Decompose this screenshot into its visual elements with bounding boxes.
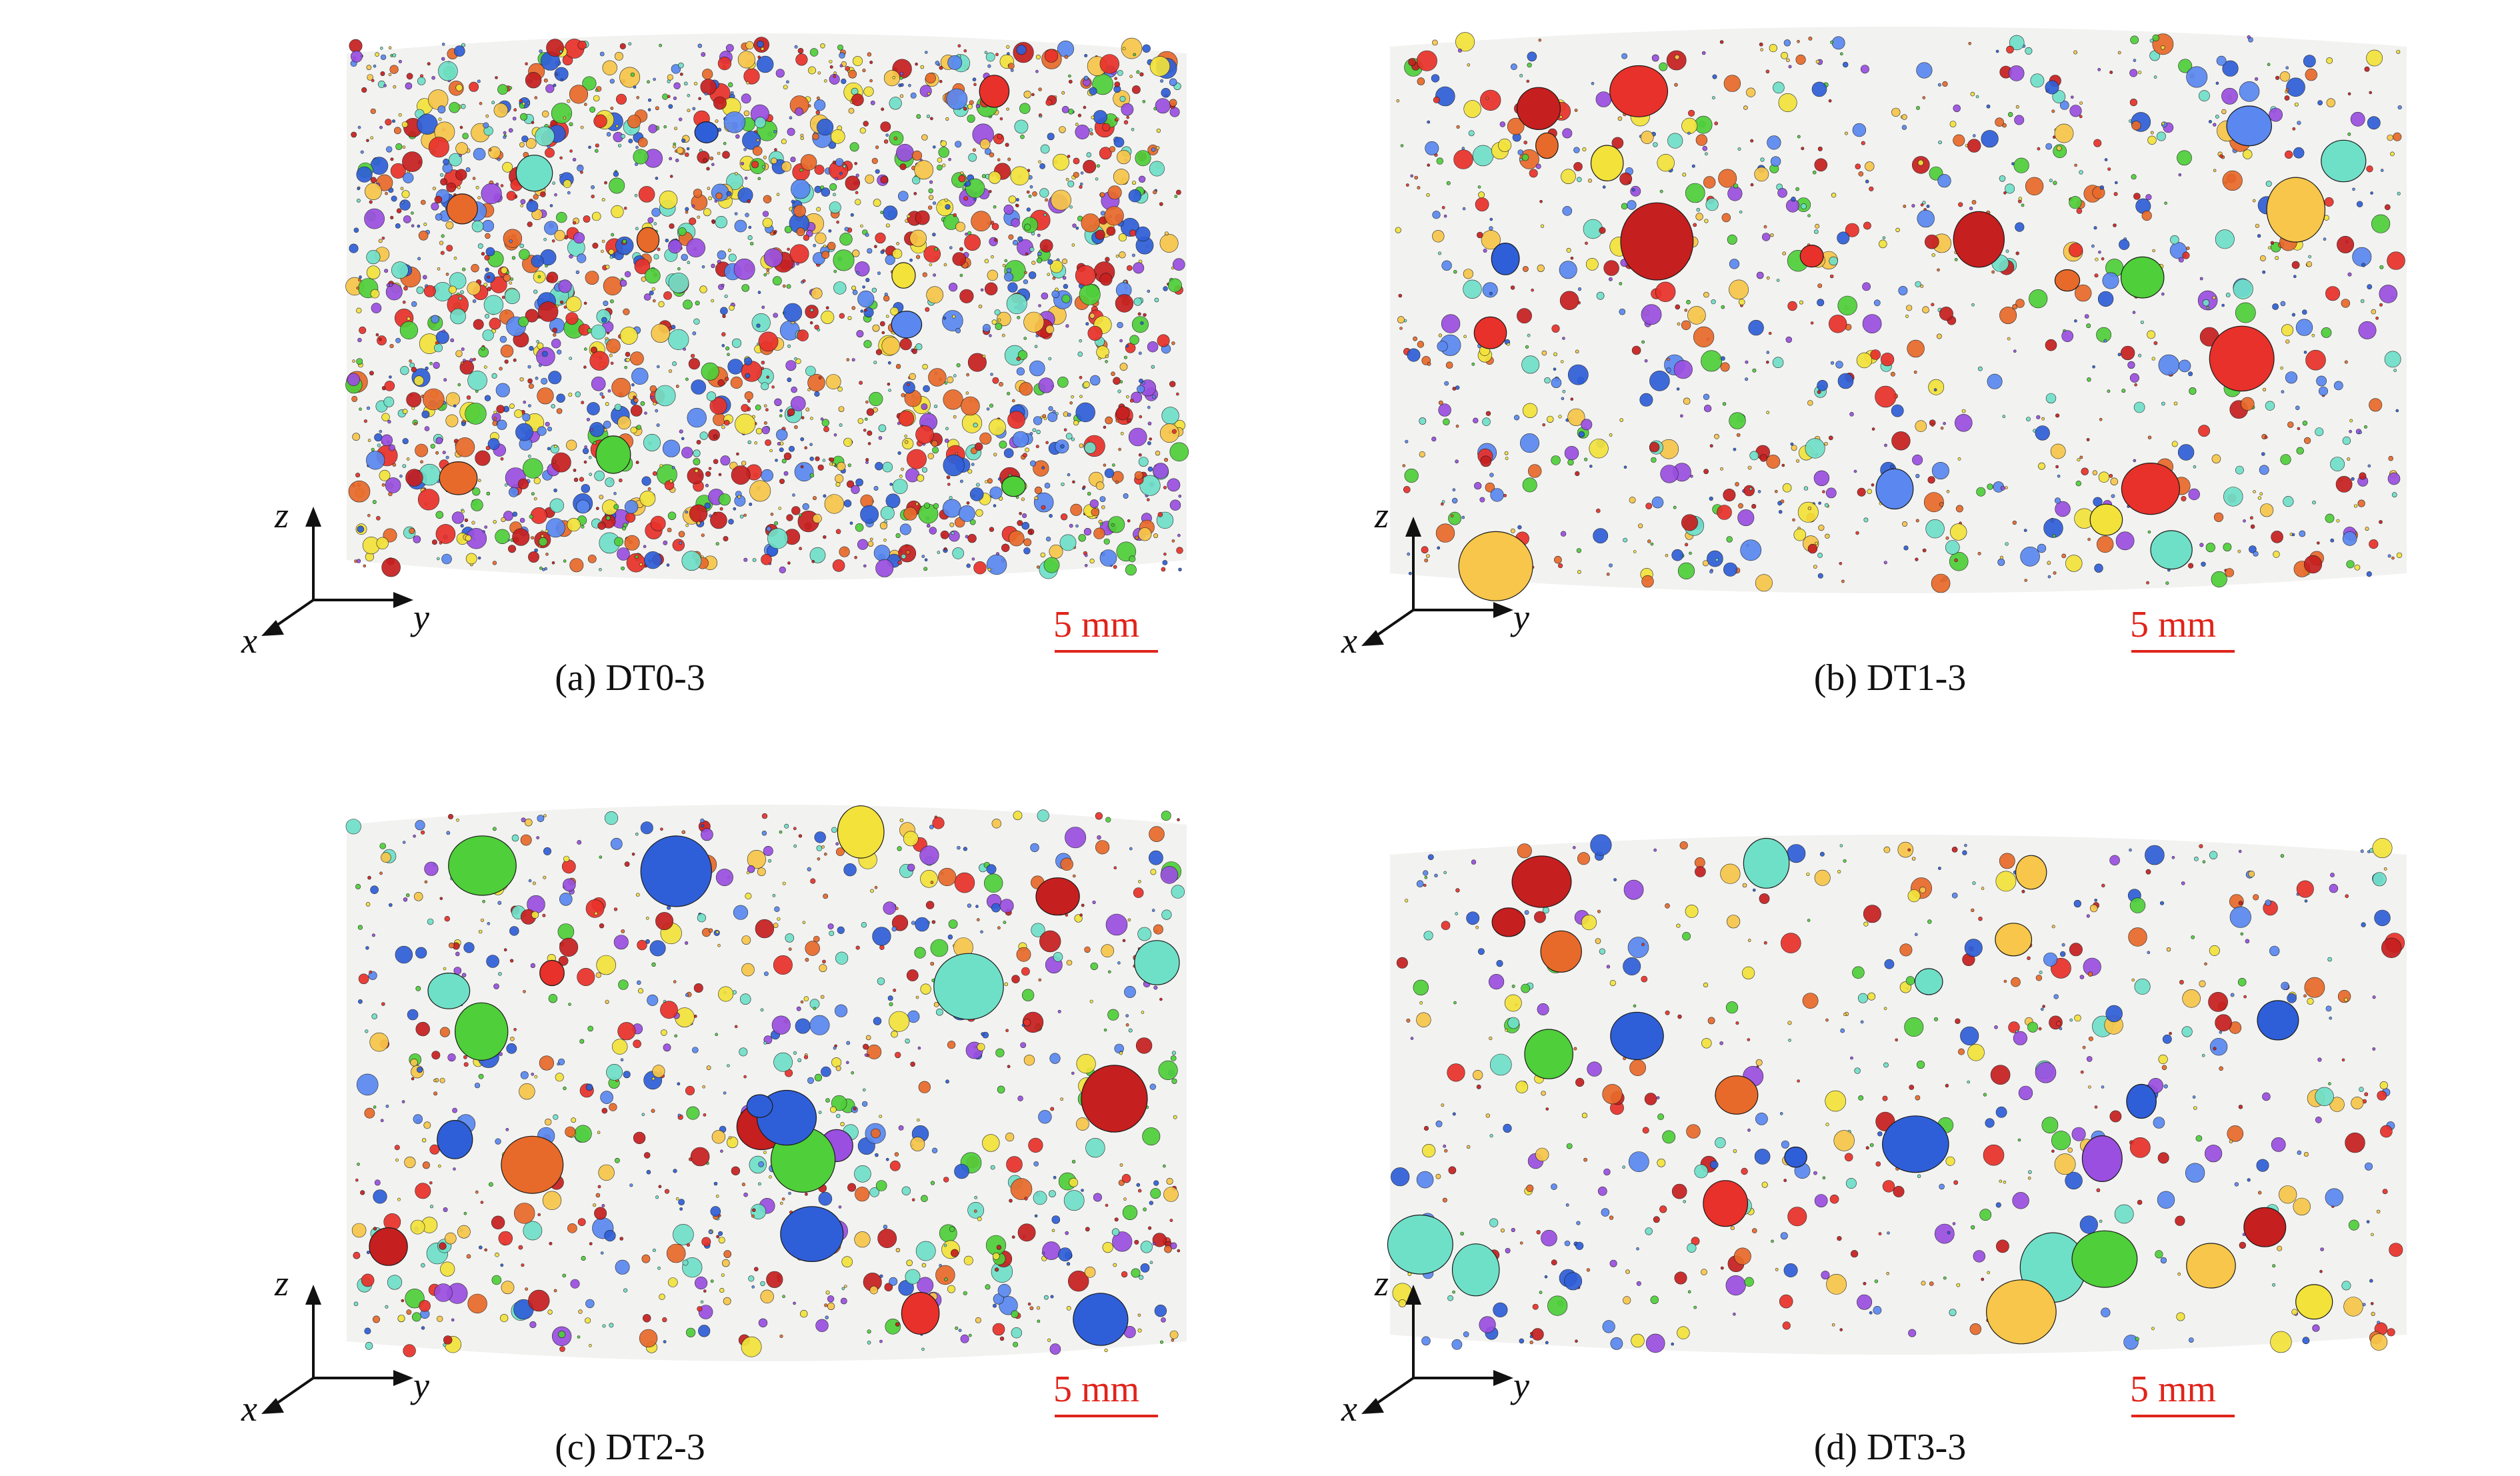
axis-label-x: x <box>241 1389 257 1429</box>
axis-label-z: z <box>1375 495 1389 535</box>
panel-caption: (c) DT2-3 <box>555 1427 705 1468</box>
scale-bar <box>2131 650 2235 653</box>
panel-caption: (a) DT0-3 <box>555 657 705 699</box>
scale-label: 5 mm <box>1053 1369 1140 1410</box>
axis-label-z: z <box>275 1263 289 1303</box>
pore-cloud <box>1395 32 2405 601</box>
scale-label: 5 mm <box>2130 1369 2217 1410</box>
scale-bar <box>1055 1415 1158 1417</box>
pore-cloud <box>1387 834 2405 1353</box>
sample-cylinder <box>1390 27 2407 593</box>
axis-label-y: y <box>1513 1365 1529 1405</box>
axis-triad <box>1361 1285 1513 1414</box>
scale-bar <box>1055 650 1158 653</box>
scale-label: 5 mm <box>1053 604 1140 645</box>
axis-label-z: z <box>1375 1263 1389 1303</box>
axis-label-z: z <box>275 495 289 535</box>
axis-label-y: y <box>413 1365 429 1405</box>
axis-label-x: x <box>241 621 257 661</box>
pore-cloud <box>345 805 1185 1357</box>
pore-volume-render <box>1361 834 2407 1414</box>
axis-triad <box>261 1285 413 1414</box>
axis-label-x: x <box>1341 1389 1357 1429</box>
axis-label-x: x <box>1341 621 1357 661</box>
panel-b: z x y 5 mm (b) DT1-3 <box>1260 0 2520 738</box>
pore-cloud <box>345 37 1189 579</box>
scale-label: 5 mm <box>2130 604 2217 645</box>
sample-cylinder <box>347 805 1187 1361</box>
panel-c: z x y 5 mm (c) DT2-3 <box>0 738 1260 1476</box>
pore-volume-render <box>261 33 1189 636</box>
pore-volume-render <box>1361 27 2407 646</box>
panel-a: z x y 5 mm (a) DT0-3 <box>0 0 1260 738</box>
pore-volume-render <box>261 805 1187 1414</box>
sample-cylinder <box>1390 835 2407 1355</box>
panel-caption: (b) DT1-3 <box>1813 657 1967 699</box>
axis-label-y: y <box>413 597 429 637</box>
scale-bar <box>2131 1415 2235 1417</box>
panel-caption: (d) DT3-3 <box>1813 1427 1967 1468</box>
axis-triad <box>261 507 413 636</box>
panel-d: z x y 5 mm (d) DT3-3 <box>1260 738 2520 1476</box>
axis-label-y: y <box>1513 597 1529 637</box>
axis-triad <box>1361 517 1513 646</box>
